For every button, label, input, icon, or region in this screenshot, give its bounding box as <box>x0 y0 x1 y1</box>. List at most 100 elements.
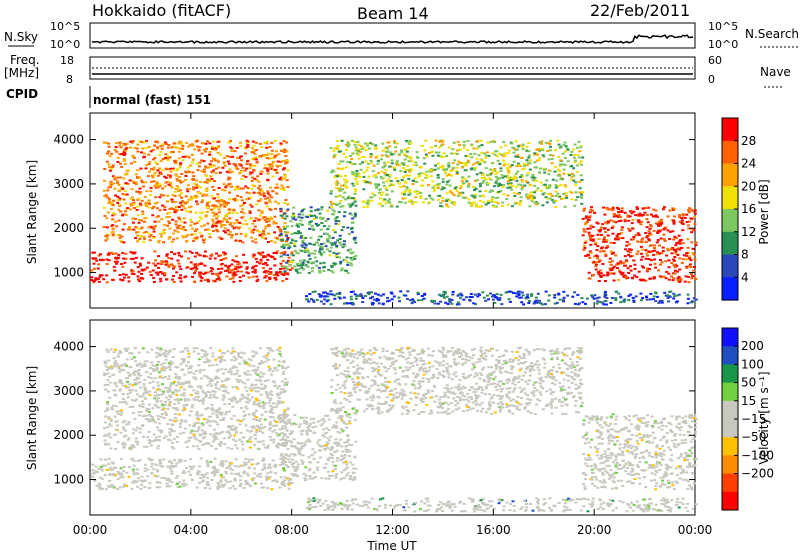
data-cell <box>206 358 209 360</box>
data-cell <box>110 208 113 210</box>
data-cell <box>370 200 373 202</box>
data-cell <box>601 223 604 225</box>
data-cell <box>251 223 254 225</box>
data-cell <box>262 237 265 239</box>
data-cell <box>185 175 188 177</box>
data-cell <box>215 448 218 450</box>
data-cell <box>678 276 681 278</box>
data-cell <box>183 222 186 224</box>
data-cell <box>640 246 643 248</box>
data-cell <box>142 347 145 349</box>
data-cell <box>231 264 234 266</box>
data-cell <box>451 294 454 296</box>
data-cell <box>313 253 316 255</box>
data-cell <box>135 173 138 175</box>
data-cell <box>311 270 314 272</box>
data-cell <box>119 274 122 276</box>
data-cell <box>552 155 555 157</box>
data-cell <box>207 280 210 282</box>
colorbar-swatch <box>722 232 738 255</box>
data-cell <box>190 234 193 236</box>
data-cell <box>454 187 457 189</box>
data-cell <box>459 149 462 151</box>
data-cell <box>333 150 336 152</box>
data-cell <box>284 222 287 224</box>
data-cell <box>200 474 203 476</box>
data-cell <box>210 267 213 269</box>
data-cell <box>447 162 450 164</box>
data-cell <box>111 224 114 226</box>
data-cell <box>522 144 525 146</box>
data-cell <box>645 241 648 243</box>
data-cell <box>539 168 542 170</box>
data-cell <box>231 234 234 236</box>
data-cell <box>399 170 402 172</box>
data-cell <box>553 297 556 299</box>
data-cell <box>235 386 238 388</box>
data-cell <box>194 256 197 258</box>
data-cell <box>584 303 587 305</box>
data-cell <box>135 257 138 259</box>
data-cell <box>379 198 382 200</box>
data-cell <box>180 192 183 194</box>
data-cell <box>614 299 617 301</box>
data-cell <box>217 221 220 223</box>
data-cell <box>232 347 235 349</box>
data-cell <box>607 221 610 223</box>
data-cell <box>126 377 129 379</box>
data-cell <box>283 384 286 386</box>
data-cell <box>328 254 331 256</box>
data-cell <box>390 184 393 186</box>
data-cell <box>668 210 671 212</box>
data-cell <box>374 194 377 196</box>
data-cell <box>280 233 283 235</box>
data-cell <box>522 148 525 150</box>
data-cell <box>320 229 323 231</box>
data-cell <box>474 180 477 182</box>
data-cell <box>150 274 153 276</box>
data-cell <box>468 176 471 178</box>
data-cell <box>360 169 363 171</box>
data-cell <box>165 264 168 266</box>
data-cell <box>406 290 409 292</box>
data-cell <box>481 144 484 146</box>
data-cell <box>694 210 697 212</box>
data-cell <box>197 149 200 151</box>
data-cell <box>318 270 321 272</box>
data-cell <box>551 158 554 160</box>
nsky-panel: N.Sky 10^5 10^0 N.Search 10^5 10^0 <box>4 20 799 51</box>
data-cell <box>468 202 471 204</box>
data-cell <box>353 256 356 258</box>
data-cell <box>207 166 210 168</box>
data-cell <box>263 195 266 197</box>
data-cell <box>406 165 409 167</box>
data-cell <box>139 263 142 265</box>
data-cell <box>370 160 373 162</box>
data-cell <box>224 227 227 229</box>
data-cell <box>162 241 165 243</box>
data-cell <box>619 261 622 263</box>
data-cell <box>391 162 394 164</box>
cpid-label: CPID <box>6 87 38 101</box>
data-cell <box>473 196 476 198</box>
data-cell <box>121 252 124 254</box>
data-cell <box>346 264 349 266</box>
data-cell <box>136 275 139 277</box>
data-cell <box>437 174 440 176</box>
data-cell <box>574 144 577 146</box>
data-cell <box>144 196 147 198</box>
data-cell <box>319 253 322 255</box>
data-cell <box>656 251 659 253</box>
data-cell <box>287 448 290 450</box>
data-cell <box>482 174 485 176</box>
data-cell <box>600 227 603 229</box>
data-cell <box>558 170 561 172</box>
data-cell <box>176 436 179 438</box>
data-cell <box>513 192 516 194</box>
data-cell <box>284 149 287 151</box>
data-cell <box>112 165 115 167</box>
data-cell <box>283 228 286 230</box>
data-cell <box>491 200 494 202</box>
data-cell <box>154 391 157 393</box>
data-cell <box>529 159 532 161</box>
